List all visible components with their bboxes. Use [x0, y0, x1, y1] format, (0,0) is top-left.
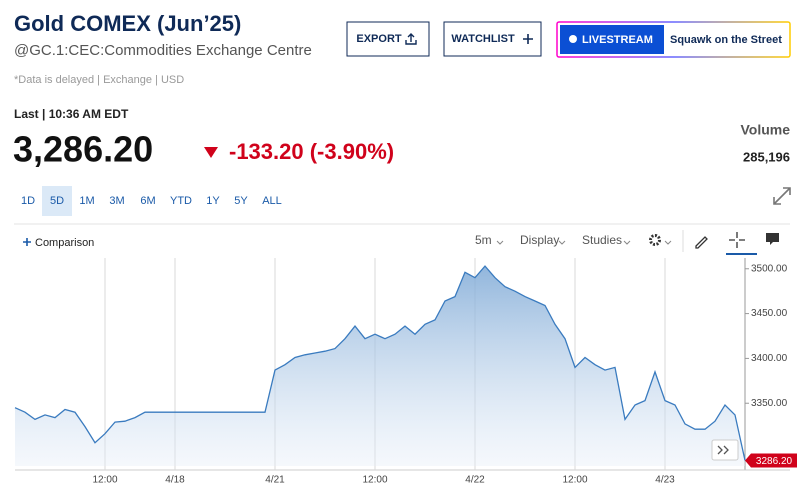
- chevrons: [496, 240, 672, 245]
- livestream-label: LIVESTREAM: [582, 34, 653, 46]
- watchlist-label: WATCHLIST: [451, 33, 515, 45]
- export-button[interactable]: [346, 21, 430, 57]
- area: [15, 266, 745, 466]
- x-tick-label: 4/18: [165, 475, 185, 486]
- range-button[interactable]: ALL: [262, 195, 282, 207]
- scroll-icon: [717, 445, 729, 455]
- draw-icon[interactable]: [695, 236, 708, 249]
- livestream-badge: [560, 25, 664, 54]
- x-tick-label: 12:00: [562, 475, 587, 486]
- range-button[interactable]: 5D: [50, 195, 64, 207]
- down-arrow: [204, 147, 218, 158]
- y-tick-label: 3500.00: [751, 263, 788, 274]
- x-tick-label: 4/23: [655, 475, 675, 486]
- x-tick-label: 12:00: [92, 475, 117, 486]
- plus-icon: [523, 34, 533, 44]
- export-label: EXPORT: [356, 33, 402, 45]
- change: -133.20 (-3.90%): [229, 139, 394, 164]
- export-icon: [405, 33, 417, 45]
- x-tick-label: 12:00: [362, 475, 387, 486]
- range-selected: [42, 186, 72, 216]
- show-name: Squawk on the Street: [670, 34, 782, 46]
- volume-label: Volume: [740, 122, 790, 138]
- range-buttons: 1D 5D 1M 3M 6M YTD 1Y 5Y ALL: [21, 186, 282, 216]
- y-tick-label: 3450.00: [751, 308, 788, 319]
- range-button[interactable]: 1Y: [206, 195, 220, 207]
- x-tick-label: 4/22: [465, 475, 485, 486]
- plus-icon: [23, 238, 31, 246]
- last-price-label: 3286.20: [756, 456, 793, 467]
- expand-icon[interactable]: [773, 187, 791, 205]
- y-tick-label: 3400.00: [751, 353, 788, 364]
- settings-icon[interactable]: [649, 234, 661, 246]
- live-dot: [569, 35, 577, 43]
- note: *Data is delayed | Exchange | USD: [14, 74, 184, 86]
- title: Gold COMEX (Jun’25): [14, 11, 241, 36]
- x-tick-label: 4/21: [265, 475, 285, 486]
- scroll-button[interactable]: [711, 439, 739, 461]
- range-button[interactable]: 1D: [21, 195, 35, 207]
- range-button[interactable]: 1M: [79, 195, 94, 207]
- range-button[interactable]: 6M: [140, 195, 155, 207]
- subtitle: @GC.1:CEC:Commodities Exchange Centre: [14, 42, 312, 59]
- last-time: Last | 10:36 AM EDT: [14, 107, 129, 121]
- interval[interactable]: 5m: [475, 233, 492, 247]
- chart: 3350.00 3400.00 3450.00 3500.00 12:00 4/18 4/2…: [14, 258, 797, 486]
- last-price-tag: [745, 453, 797, 468]
- comparison[interactable]: Comparison: [35, 237, 94, 249]
- y-tick-label: 3350.00: [751, 398, 788, 409]
- price: 3,286.20: [13, 129, 153, 170]
- studies[interactable]: Studies: [582, 233, 622, 247]
- crosshair-icon[interactable]: [729, 232, 745, 248]
- line: [14, 265, 746, 461]
- comment-icon[interactable]: [766, 233, 779, 245]
- range-button[interactable]: 5Y: [234, 195, 248, 207]
- display[interactable]: Display: [520, 233, 559, 247]
- volume: 285,196: [743, 149, 790, 164]
- range-button[interactable]: 3M: [109, 195, 124, 207]
- range-button[interactable]: YTD: [170, 195, 192, 207]
